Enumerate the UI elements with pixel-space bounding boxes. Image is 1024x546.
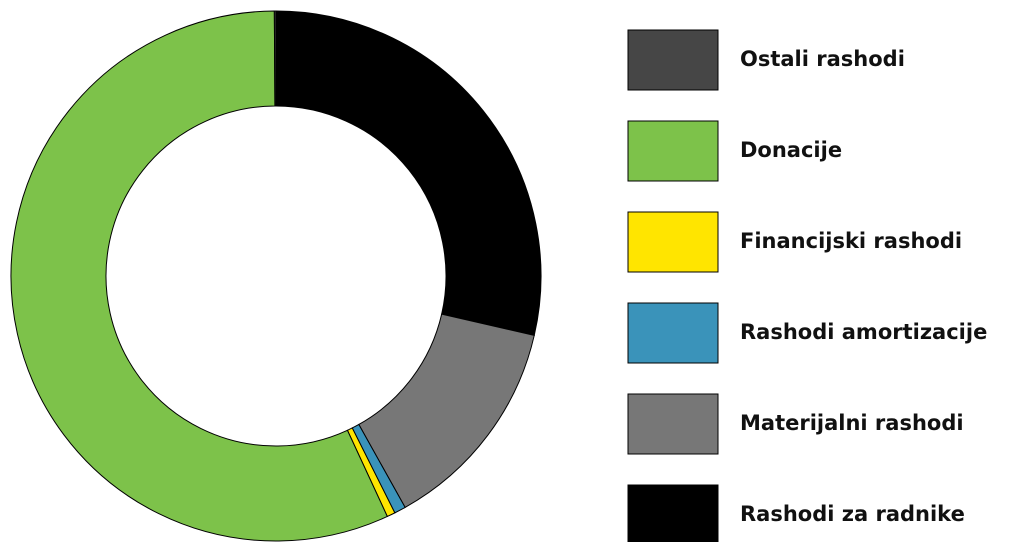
legend-label: Rashodi za radnike	[740, 502, 965, 526]
legend-swatch	[627, 393, 719, 455]
legend-swatch	[627, 120, 719, 182]
legend-swatch	[627, 484, 719, 546]
legend-swatch	[627, 302, 719, 364]
legend-label: Ostali rashodi	[740, 47, 905, 71]
slice	[273, 10, 277, 107]
legend-label: Materijalni rashodi	[740, 411, 964, 435]
legend-label: Financijski rashodi	[740, 229, 962, 253]
legend-label: Rashodi amortizacije	[740, 320, 987, 344]
slice	[275, 10, 542, 337]
legend-label: Donacije	[740, 138, 842, 162]
legend-swatch	[627, 29, 719, 91]
slice	[10, 10, 388, 542]
legend-swatch	[627, 211, 719, 273]
